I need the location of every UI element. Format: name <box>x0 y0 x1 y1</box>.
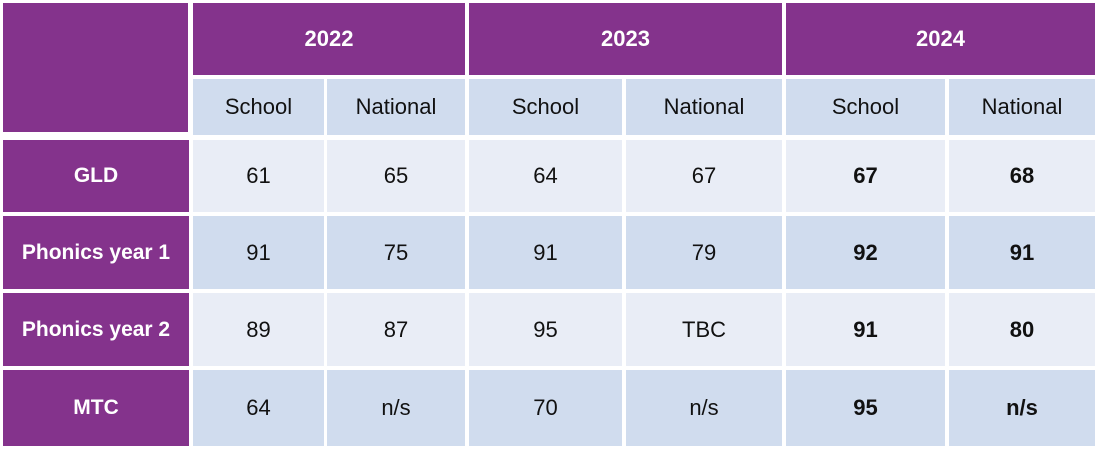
subheader-national-2024: National <box>949 79 1095 135</box>
gld-2023-national: 67 <box>626 140 782 212</box>
gld-2024-school: 67 <box>786 140 945 212</box>
gld-2023-school: 64 <box>469 140 622 212</box>
year-header-2022: 2022 <box>193 3 465 75</box>
gld-2024-national: 68 <box>949 140 1095 212</box>
year-header-2023: 2023 <box>469 3 782 75</box>
phonics2-2023-national: TBC <box>626 293 782 366</box>
row-label-mtc: MTC <box>3 370 189 446</box>
phonics2-2024-national: 80 <box>949 293 1095 366</box>
subheader-school-2023: School <box>469 79 622 135</box>
phonics2-2022-school: 89 <box>193 293 324 366</box>
phonics2-2024-school: 91 <box>786 293 945 366</box>
subheader-school-2022: School <box>193 79 324 135</box>
subheader-national-2022: National <box>327 79 465 135</box>
year-header-2024: 2024 <box>786 3 1095 75</box>
phonics1-2024-school: 92 <box>786 216 945 289</box>
phonics1-2024-national: 91 <box>949 216 1095 289</box>
mtc-2023-national: n/s <box>626 370 782 446</box>
mtc-2024-national: n/s <box>949 370 1095 446</box>
row-label-phonics-year-2: Phonics year 2 <box>3 293 189 366</box>
mtc-2022-national: n/s <box>327 370 465 446</box>
mtc-2022-school: 64 <box>193 370 324 446</box>
mtc-2024-school: 95 <box>786 370 945 446</box>
phonics2-2022-national: 87 <box>327 293 465 366</box>
row-label-phonics-year-1: Phonics year 1 <box>3 216 189 289</box>
gld-2022-national: 65 <box>327 140 465 212</box>
phonics2-2023-school: 95 <box>469 293 622 366</box>
table-corner <box>3 3 188 132</box>
phonics1-2023-national: 79 <box>626 216 782 289</box>
phonics1-2022-school: 91 <box>193 216 324 289</box>
mtc-2023-school: 70 <box>469 370 622 446</box>
row-label-gld: GLD <box>3 140 189 212</box>
phonics1-2022-national: 75 <box>327 216 465 289</box>
subheader-school-2024: School <box>786 79 945 135</box>
gld-2022-school: 61 <box>193 140 324 212</box>
phonics1-2023-school: 91 <box>469 216 622 289</box>
subheader-national-2023: National <box>626 79 782 135</box>
